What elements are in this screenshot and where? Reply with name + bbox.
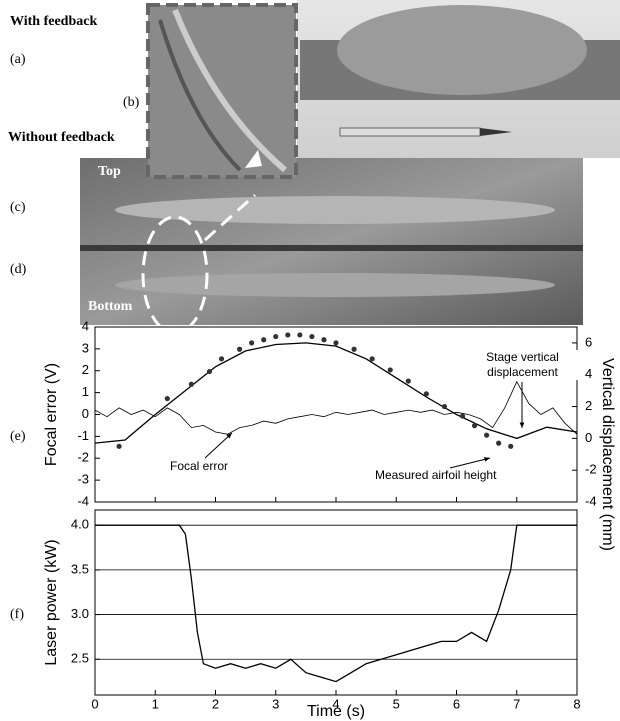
- marker: [484, 432, 490, 438]
- marker: [496, 440, 502, 446]
- annotation-arrow: [449, 457, 491, 469]
- x-tick-label: 4: [332, 696, 339, 711]
- y-axis-label: Laser power (kW): [43, 539, 60, 665]
- marker: [471, 423, 478, 429]
- x-tick-label: 8: [573, 696, 580, 711]
- marker: [369, 356, 375, 362]
- marker: [273, 333, 279, 340]
- marker: [321, 337, 327, 343]
- annotation: Stage vertical displacement: [465, 350, 580, 380]
- y2-tick-label: -4: [585, 493, 597, 508]
- y-tick-label: 1: [82, 384, 89, 399]
- marker: [116, 443, 122, 449]
- y-tick-label: 3.0: [71, 606, 89, 621]
- marker: [188, 381, 194, 387]
- marker: [423, 391, 429, 397]
- marker: [387, 367, 393, 373]
- marker: [297, 332, 303, 338]
- bottom-label: Bottom: [88, 299, 133, 314]
- x-tick-label: 7: [513, 696, 520, 711]
- photo-a: [297, 0, 620, 158]
- x-tick-label: 2: [212, 696, 219, 711]
- y-tick-label: -4: [77, 493, 89, 508]
- y-tick-label: 3: [82, 340, 89, 355]
- panel-label: (e): [10, 429, 26, 444]
- arrow-head: [484, 457, 490, 462]
- line: [94, 342, 578, 444]
- y-tick-label: 4: [82, 318, 89, 333]
- panel-label: (b): [123, 95, 140, 110]
- y-tick-label: -3: [77, 472, 89, 487]
- marker: [459, 413, 466, 419]
- y2-axis-label: Vertical displacement (mm): [599, 358, 616, 551]
- marker: [285, 332, 291, 338]
- panel-label: (c): [10, 200, 26, 215]
- x-tick-label: 3: [272, 696, 279, 711]
- plot-frame: [94, 326, 578, 503]
- y-tick-label: -2: [77, 450, 89, 465]
- y2-tick-label: 4: [585, 366, 592, 381]
- y-tick-label: 2: [82, 362, 89, 377]
- y2-tick-label: 0: [585, 430, 592, 445]
- photo-b: [146, 3, 298, 179]
- marker: [218, 356, 225, 362]
- y2-tick-label: 6: [585, 334, 592, 349]
- y-tick-label: -1: [77, 428, 89, 443]
- marker: [309, 333, 315, 340]
- x-axis-label: Time (s): [307, 703, 365, 720]
- arrow-head: [519, 422, 525, 428]
- x-tick-label: 5: [393, 696, 400, 711]
- plot-frame: [94, 509, 578, 696]
- y-axis-label: Focal error (V): [43, 363, 60, 466]
- marker: [237, 346, 243, 352]
- marker: [508, 443, 514, 449]
- without-feedback-label: Without feedback: [8, 130, 115, 145]
- y2-tick-label: -2: [585, 462, 597, 477]
- panel-label: (d): [10, 262, 27, 277]
- y-tick-label: 2.5: [71, 651, 89, 666]
- with-feedback-label: With feedback: [10, 14, 97, 29]
- panel-label: (a): [10, 52, 26, 67]
- y2-tick-label: 2: [585, 398, 592, 413]
- marker: [351, 346, 357, 352]
- annotation: Measured airfoil height: [375, 468, 497, 482]
- marker: [164, 395, 170, 402]
- arrow-head: [226, 433, 232, 439]
- x-tick-label: 1: [152, 696, 159, 711]
- panel-label: (f): [10, 607, 24, 622]
- y-tick-label: 3.5: [71, 561, 89, 576]
- annotation: Focal error: [170, 459, 228, 473]
- top-label: Top: [98, 164, 121, 179]
- marker: [441, 403, 448, 410]
- annotation-text: Stage vertical displacement: [465, 350, 580, 380]
- y-tick-label: 4.0: [71, 517, 89, 532]
- x-tick-label: 6: [453, 696, 460, 711]
- x-tick-label: 0: [91, 696, 98, 711]
- marker: [333, 340, 339, 346]
- y-tick-label: 0: [82, 406, 89, 421]
- line: [94, 380, 578, 435]
- photo-cd: [80, 158, 583, 335]
- line: [95, 524, 577, 683]
- marker: [249, 340, 255, 346]
- annotation-arrow: [204, 432, 233, 459]
- marker: [261, 337, 267, 343]
- marker: [405, 378, 411, 384]
- marker: [206, 368, 213, 375]
